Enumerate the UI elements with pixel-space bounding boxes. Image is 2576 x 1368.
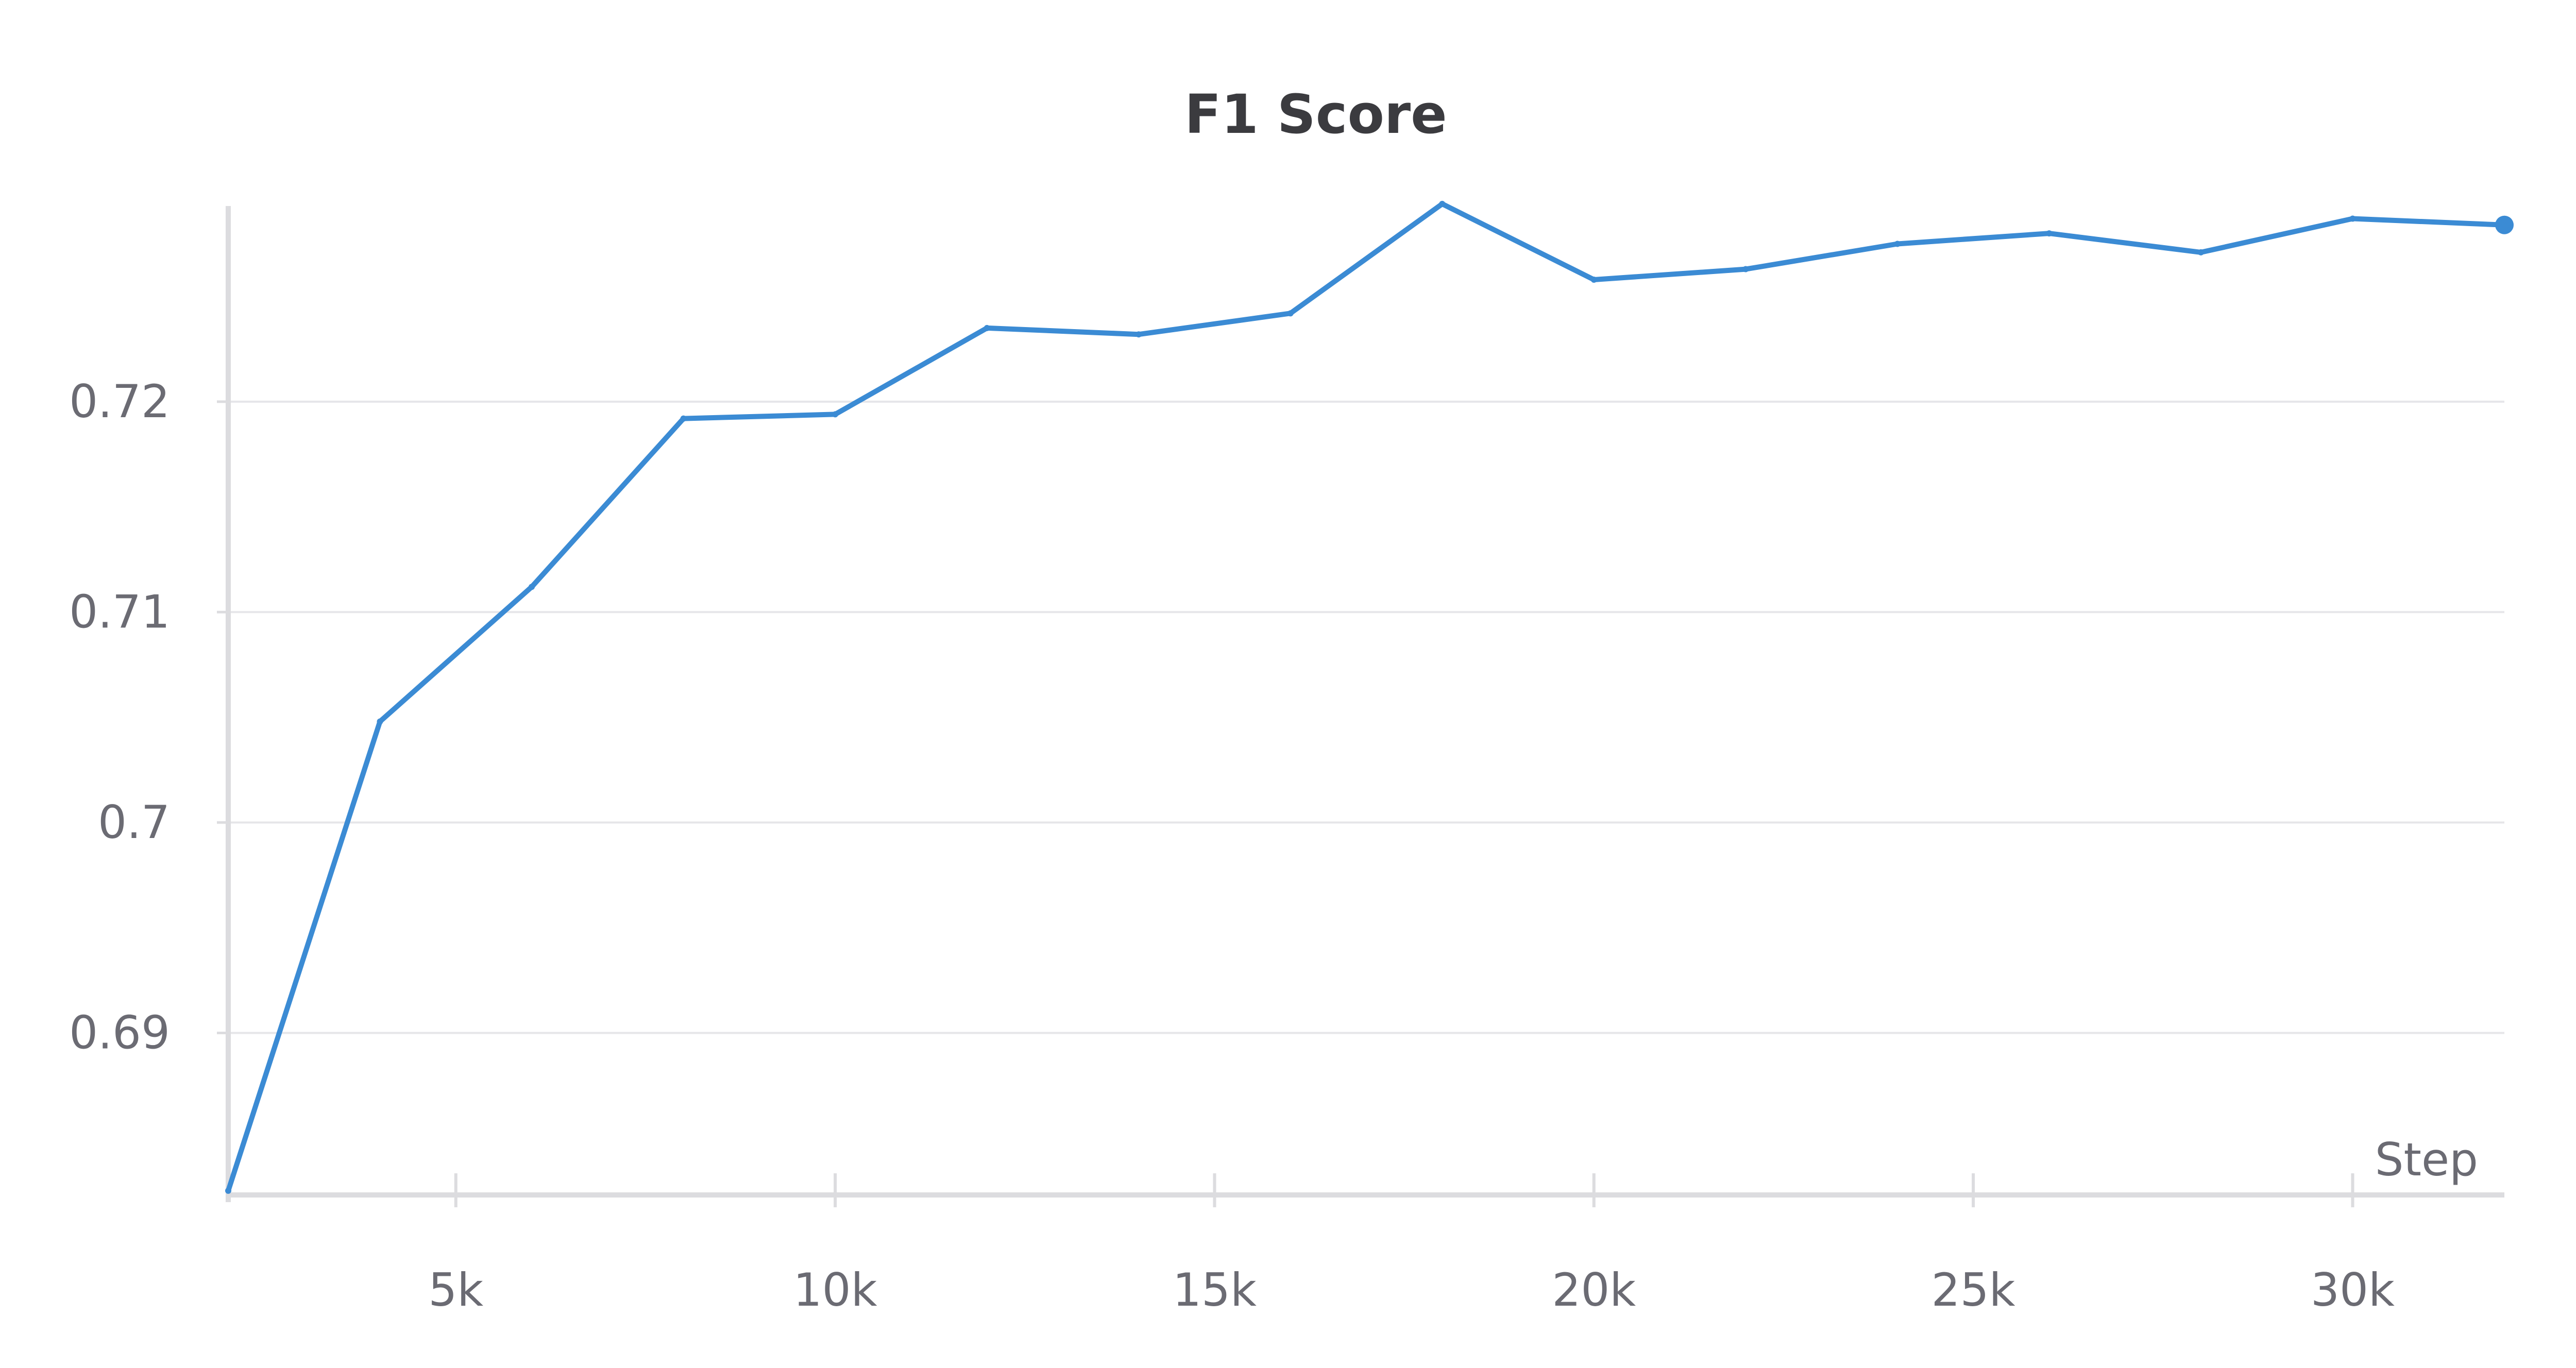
data-point	[225, 1187, 231, 1194]
data-point	[377, 718, 383, 725]
x-tick-label: 5k	[428, 1263, 483, 1316]
data-point	[1136, 331, 1142, 338]
chart-title: F1 Score	[1184, 83, 1447, 146]
axes	[217, 206, 2504, 1207]
x-tick-label: 20k	[1552, 1263, 1636, 1316]
x-axis-label: Step	[2375, 1133, 2478, 1186]
data-point	[680, 415, 687, 422]
y-tick-label: 0.7	[98, 796, 170, 849]
series-line	[226, 201, 2507, 1193]
last-point-marker	[2495, 215, 2514, 234]
y-tick-label: 0.69	[69, 1006, 170, 1059]
x-tick-label: 30k	[2311, 1263, 2395, 1316]
data-point	[1742, 266, 1749, 272]
data-point	[2349, 215, 2356, 222]
y-tick-label: 0.72	[69, 375, 170, 428]
data-point	[2197, 249, 2204, 255]
data-point	[2046, 230, 2053, 237]
data-point	[832, 411, 839, 418]
x-tick-label: 15k	[1173, 1263, 1257, 1316]
chart-text: F1 Score Step 0.69 0.7 0.71 0.72 5k 10k 15k 20k…	[69, 83, 2478, 1316]
series-lines	[225, 200, 2514, 1194]
data-point	[1287, 310, 1294, 317]
y-tick-label: 0.71	[69, 585, 170, 638]
data-point	[1894, 241, 1901, 247]
data-point	[1439, 200, 1446, 207]
data-point	[529, 584, 535, 590]
x-tick-label: 10k	[793, 1263, 877, 1316]
grid-lines	[228, 400, 2504, 1034]
x-tick-label: 25k	[1931, 1263, 2015, 1316]
data-point	[1590, 276, 1597, 283]
data-point	[984, 324, 990, 331]
